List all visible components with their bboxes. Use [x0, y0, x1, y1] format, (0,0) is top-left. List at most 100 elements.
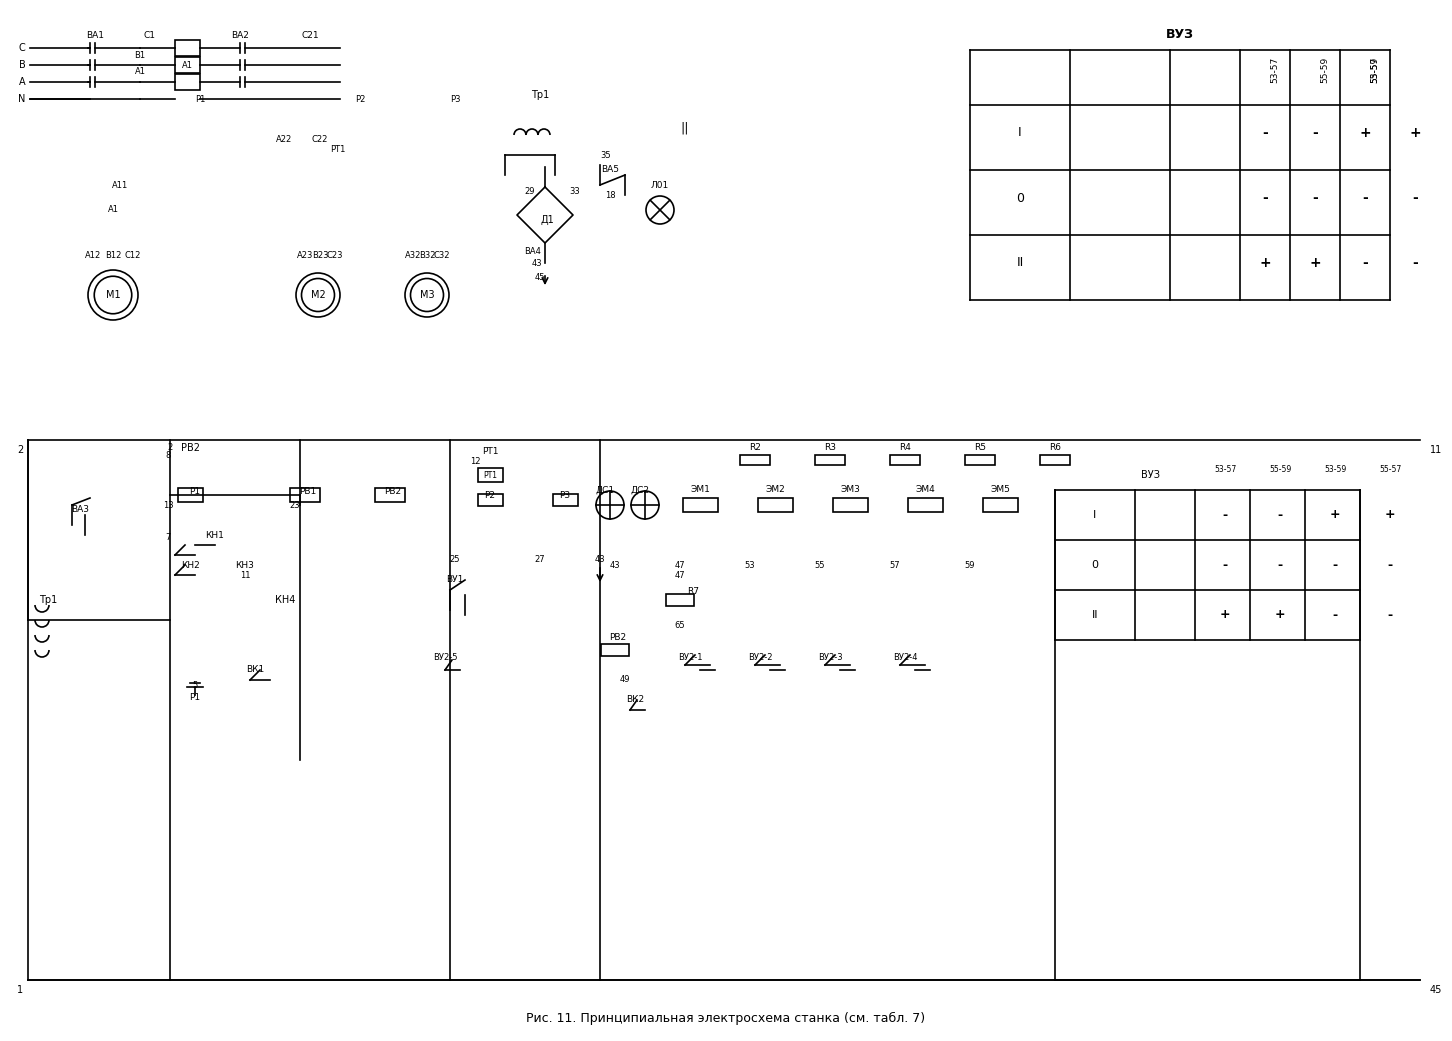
- Bar: [478, 494, 502, 506]
- Bar: [890, 455, 921, 465]
- Text: C1: C1: [144, 30, 155, 40]
- Text: ВК2: ВК2: [626, 695, 645, 705]
- Text: PT1: PT1: [330, 146, 346, 154]
- Text: R5: R5: [974, 443, 986, 453]
- Text: I: I: [1018, 127, 1022, 139]
- Bar: [983, 498, 1018, 512]
- Text: B23: B23: [312, 251, 328, 259]
- Bar: [815, 455, 845, 465]
- Text: 11: 11: [1430, 445, 1442, 455]
- Bar: [832, 498, 867, 512]
- Text: +: +: [1220, 609, 1230, 621]
- Text: РВ2: РВ2: [385, 487, 402, 497]
- Text: R4: R4: [899, 443, 910, 453]
- Bar: [176, 40, 200, 56]
- Text: +: +: [1310, 256, 1321, 270]
- Text: 8: 8: [166, 451, 171, 459]
- Text: P1: P1: [195, 96, 205, 104]
- Text: Tp1: Tp1: [531, 90, 549, 100]
- Text: R2: R2: [749, 443, 761, 453]
- Text: II: II: [1092, 610, 1098, 620]
- Text: ||: ||: [681, 122, 690, 134]
- Text: 7: 7: [166, 533, 171, 542]
- Circle shape: [302, 279, 334, 311]
- Text: B12: B12: [105, 251, 121, 259]
- Text: +: +: [1330, 508, 1340, 522]
- Text: КН2: КН2: [180, 560, 199, 569]
- Text: КН4: КН4: [274, 595, 295, 605]
- Text: 49: 49: [620, 676, 630, 685]
- Bar: [177, 488, 202, 502]
- Circle shape: [89, 270, 138, 320]
- Text: R7: R7: [687, 587, 698, 596]
- Text: 33: 33: [569, 187, 581, 197]
- Text: C: C: [19, 43, 25, 53]
- Bar: [966, 455, 995, 465]
- Text: 53: 53: [745, 560, 755, 569]
- Text: 25: 25: [450, 556, 460, 564]
- Text: -: -: [1362, 191, 1368, 205]
- Text: PT1: PT1: [484, 471, 497, 480]
- Text: ВУ2-5: ВУ2-5: [433, 654, 457, 662]
- Text: ВУЗ: ВУЗ: [1140, 469, 1160, 480]
- Text: ВУ2-2: ВУ2-2: [748, 654, 772, 662]
- Text: -: -: [1313, 126, 1318, 139]
- Text: C12: C12: [125, 251, 141, 259]
- Text: ВА4: ВА4: [524, 247, 542, 255]
- Text: 53-57: 53-57: [1214, 465, 1236, 475]
- Text: ЭМ3: ЭМ3: [841, 485, 860, 494]
- Text: ВА1: ВА1: [86, 30, 105, 40]
- Text: 55: 55: [815, 560, 825, 569]
- Text: Л01: Л01: [650, 180, 669, 189]
- Text: Д1: Д1: [540, 215, 553, 225]
- Text: 53-59: 53-59: [1371, 57, 1379, 83]
- Text: 55-59: 55-59: [1269, 465, 1291, 475]
- Circle shape: [411, 279, 443, 311]
- Text: I: I: [1093, 510, 1096, 520]
- Text: -: -: [1333, 609, 1337, 621]
- Text: ВУ2-1: ВУ2-1: [678, 654, 703, 662]
- Text: A22: A22: [276, 135, 292, 145]
- Text: 53-57: 53-57: [1270, 57, 1279, 83]
- Text: 35: 35: [601, 151, 611, 159]
- Text: 5: 5: [192, 681, 197, 689]
- Text: 1: 1: [17, 985, 23, 995]
- Text: 27: 27: [534, 556, 546, 564]
- Text: -: -: [1223, 559, 1227, 572]
- Text: 0: 0: [1092, 560, 1099, 570]
- Text: -: -: [1388, 609, 1392, 621]
- Circle shape: [94, 276, 132, 313]
- Text: 55-57: 55-57: [1371, 57, 1379, 83]
- Text: -: -: [1362, 256, 1368, 270]
- Text: 47: 47: [675, 570, 685, 580]
- Text: -: -: [1223, 508, 1227, 522]
- Bar: [176, 74, 200, 90]
- Circle shape: [632, 491, 659, 519]
- Text: +: +: [1259, 256, 1270, 270]
- Text: ЭМ5: ЭМ5: [990, 485, 1011, 494]
- Text: C32: C32: [434, 251, 450, 259]
- Text: РВ2: РВ2: [180, 443, 199, 453]
- Text: ВУ1: ВУ1: [446, 576, 463, 584]
- Text: ВА3: ВА3: [71, 506, 89, 514]
- Text: -: -: [1413, 256, 1417, 270]
- Text: ВУ2-4: ВУ2-4: [893, 654, 918, 662]
- Text: 57: 57: [890, 560, 900, 569]
- Text: 43: 43: [595, 556, 605, 564]
- Text: A: A: [19, 77, 25, 87]
- Text: -: -: [1413, 191, 1417, 205]
- Text: 65: 65: [675, 620, 685, 630]
- Circle shape: [595, 491, 624, 519]
- Text: N: N: [19, 94, 26, 104]
- Text: C23: C23: [327, 251, 343, 259]
- Text: ЭМ2: ЭМ2: [765, 485, 786, 494]
- Text: ДС1: ДС1: [595, 485, 614, 494]
- Text: M3: M3: [420, 290, 434, 300]
- Bar: [553, 494, 578, 506]
- Text: 53-59: 53-59: [1324, 465, 1346, 475]
- Text: R3: R3: [823, 443, 836, 453]
- Text: M1: M1: [106, 290, 121, 300]
- Text: A23: A23: [296, 251, 314, 259]
- Text: ДС2: ДС2: [630, 485, 649, 494]
- Text: 12: 12: [470, 457, 481, 466]
